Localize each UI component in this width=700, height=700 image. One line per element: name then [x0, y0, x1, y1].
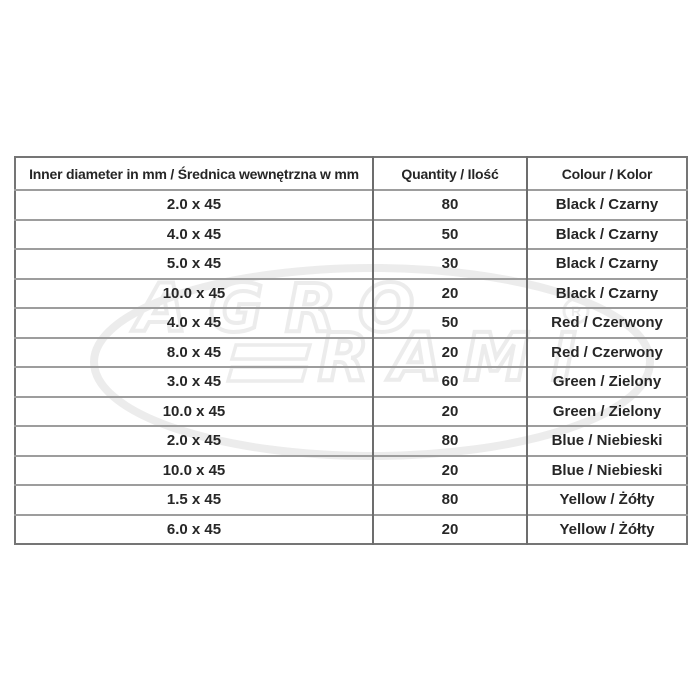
- table-row: 4.0 x 45 50 Red / Czerwony: [15, 307, 687, 338]
- quantity-cell: 50: [372, 307, 527, 338]
- colour-cell: Black / Czarny: [526, 218, 687, 249]
- quantity-cell: 30: [372, 248, 527, 279]
- table-row: 10.0 x 45 20 Green / Zielony: [15, 395, 687, 426]
- table-row: 3.0 x 45 60 Green / Zielony: [15, 366, 687, 397]
- diameter-cell: 10.0 x 45: [15, 454, 373, 485]
- colour-cell: Blue / Niebieski: [526, 454, 687, 485]
- diameter-cell: 2.0 x 45: [15, 189, 373, 220]
- colour-cell: Black / Czarny: [526, 248, 687, 279]
- colour-cell: Yellow / Żółty: [526, 513, 687, 544]
- quantity-cell: 20: [372, 454, 527, 485]
- quantity-cell: 80: [372, 189, 527, 220]
- quantity-cell: 60: [372, 366, 527, 397]
- quantity-cell: 20: [372, 395, 527, 426]
- table-header: Inner diameter in mm / Średnica wewnętrz…: [15, 157, 687, 190]
- diameter-cell: 10.0 x 45: [15, 395, 373, 426]
- table-body: 2.0 x 45 80 Black / Czarny 4.0 x 45 50 B…: [15, 189, 687, 544]
- header-row: Inner diameter in mm / Średnica wewnętrz…: [15, 157, 687, 190]
- table-row: 5.0 x 45 30 Black / Czarny: [15, 248, 687, 279]
- diameter-cell: 5.0 x 45: [15, 248, 373, 279]
- diameter-cell: 3.0 x 45: [15, 366, 373, 397]
- colour-cell: Red / Czerwony: [526, 307, 687, 338]
- diameter-cell: 2.0 x 45: [15, 425, 373, 456]
- table-row: 4.0 x 45 50 Black / Czarny: [15, 218, 687, 249]
- quantity-cell: 80: [372, 484, 527, 515]
- quantity-cell: 50: [372, 218, 527, 249]
- quantity-cell: 20: [372, 513, 527, 544]
- colour-cell: Green / Zielony: [526, 395, 687, 426]
- diameter-cell: 10.0 x 45: [15, 277, 373, 308]
- colour-cell: Blue / Niebieski: [526, 425, 687, 456]
- colour-cell: Black / Czarny: [526, 277, 687, 308]
- diameter-cell: 8.0 x 45: [15, 336, 373, 367]
- diameter-cell: 1.5 x 45: [15, 484, 373, 515]
- table-row: 8.0 x 45 20 Red / Czerwony: [15, 336, 687, 367]
- colour-cell: Black / Czarny: [526, 189, 687, 220]
- product-spec-table: Inner diameter in mm / Średnica wewnętrz…: [14, 156, 688, 545]
- table-row: 10.0 x 45 20 Blue / Niebieski: [15, 454, 687, 485]
- table-row: 10.0 x 45 20 Black / Czarny: [15, 277, 687, 308]
- diameter-cell: 4.0 x 45: [15, 218, 373, 249]
- colour-cell: Red / Czerwony: [526, 336, 687, 367]
- table-row: 6.0 x 45 20 Yellow / Żółty: [15, 513, 687, 544]
- quantity-cell: 20: [372, 336, 527, 367]
- table-row: 1.5 x 45 80 Yellow / Żółty: [15, 484, 687, 515]
- diameter-cell: 6.0 x 45: [15, 513, 373, 544]
- colour-cell: Yellow / Żółty: [526, 484, 687, 515]
- table-row: 2.0 x 45 80 Blue / Niebieski: [15, 425, 687, 456]
- column-header-inner-diameter: Inner diameter in mm / Średnica wewnętrz…: [29, 165, 359, 182]
- diameter-cell: 4.0 x 45: [15, 307, 373, 338]
- table-row: 2.0 x 45 80 Black / Czarny: [15, 189, 687, 220]
- colour-cell: Green / Zielony: [526, 366, 687, 397]
- quantity-cell: 20: [372, 277, 527, 308]
- column-header-quantity: Quantity / Ilość: [372, 157, 527, 190]
- quantity-cell: 80: [372, 425, 527, 456]
- column-header-colour: Colour / Kolor: [526, 157, 687, 190]
